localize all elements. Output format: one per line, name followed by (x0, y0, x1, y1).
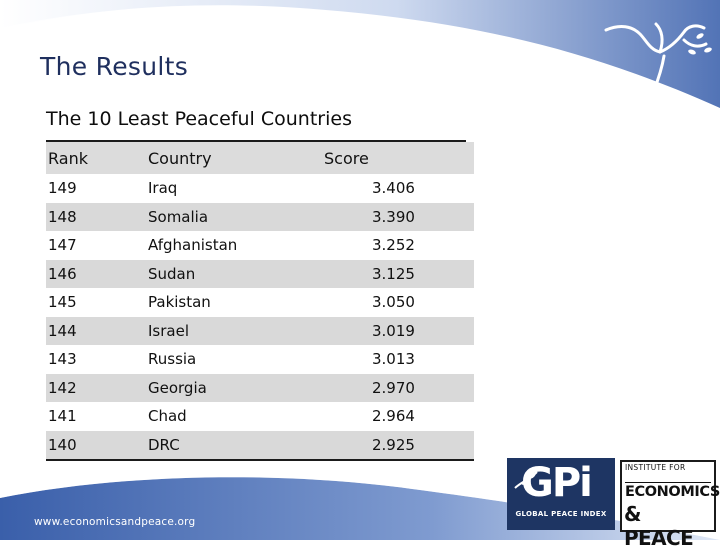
rank-cell: 147 (46, 231, 148, 260)
country-cell: Russia (148, 345, 318, 374)
country-cell: Afghanistan (148, 231, 318, 260)
rank-cell: 146 (46, 259, 148, 288)
header-score: Score (318, 142, 474, 174)
table-row: 141 Chad 2.964 (46, 402, 474, 431)
iep-economics-text: ECONOMICS (625, 484, 720, 500)
table-row: 148 Somalia 3.390 (46, 202, 474, 231)
leaf-icon (514, 471, 538, 489)
rank-cell: 145 (46, 288, 148, 317)
score-cell: 3.019 (318, 316, 474, 345)
gpi-mark: GPi (521, 460, 593, 506)
score-cell: 3.406 (318, 174, 474, 203)
score-cell: 2.925 (318, 430, 474, 461)
table-row: 145 Pakistan 3.050 (46, 288, 474, 317)
header-rank: Rank (46, 142, 148, 174)
table-top-rule (46, 140, 466, 142)
iep-divider (625, 482, 711, 483)
rank-cell: 142 (46, 373, 148, 402)
score-cell: 3.390 (318, 202, 474, 231)
table-row: 147 Afghanistan 3.252 (46, 231, 474, 260)
rank-cell: 144 (46, 316, 148, 345)
table-row: 143 Russia 3.013 (46, 345, 474, 374)
footer-website-link[interactable]: www.economicsandpeace.org (34, 516, 196, 528)
table-row: 142 Georgia 2.970 (46, 373, 474, 402)
rank-cell: 141 (46, 402, 148, 431)
country-cell: Georgia (148, 373, 318, 402)
score-cell: 3.125 (318, 259, 474, 288)
rank-cell: 143 (46, 345, 148, 374)
table-row: 146 Sudan 3.125 (46, 259, 474, 288)
table-header-row: Rank Country Score (46, 142, 474, 174)
table-row: 149 Iraq 3.406 (46, 174, 474, 203)
header-country: Country (148, 142, 318, 174)
score-cell: 3.013 (318, 345, 474, 374)
country-cell: Sudan (148, 259, 318, 288)
country-cell: DRC (148, 430, 318, 461)
score-cell: 2.964 (318, 402, 474, 431)
dove-icon (604, 22, 712, 92)
country-cell: Somalia (148, 202, 318, 231)
score-cell: 3.252 (318, 231, 474, 260)
score-cell: 3.050 (318, 288, 474, 317)
gpi-logo: GPi GLOBAL PEACE INDEX (507, 458, 615, 530)
gpi-caption: GLOBAL PEACE INDEX (515, 510, 607, 518)
table-row: 144 Israel 3.019 (46, 316, 474, 345)
country-cell: Israel (148, 316, 318, 345)
least-peaceful-table: Rank Country Score 149 Iraq 3.406 148 So… (46, 142, 474, 461)
country-cell: Pakistan (148, 288, 318, 317)
rank-cell: 140 (46, 430, 148, 461)
iep-institute-text: INSTITUTE FOR (625, 463, 686, 472)
rank-cell: 148 (46, 202, 148, 231)
table-title: The 10 Least Peaceful Countries (46, 108, 352, 130)
country-cell: Iraq (148, 174, 318, 203)
rank-cell: 149 (46, 174, 148, 203)
table-row: 140 DRC 2.925 (46, 430, 474, 461)
score-cell: 2.970 (318, 373, 474, 402)
iep-peace-text: & PEACE (624, 502, 694, 550)
iep-logo: INSTITUTE FOR ECONOMICS & PEACE (620, 460, 720, 550)
country-cell: Chad (148, 402, 318, 431)
slide-title: The Results (40, 52, 189, 81)
